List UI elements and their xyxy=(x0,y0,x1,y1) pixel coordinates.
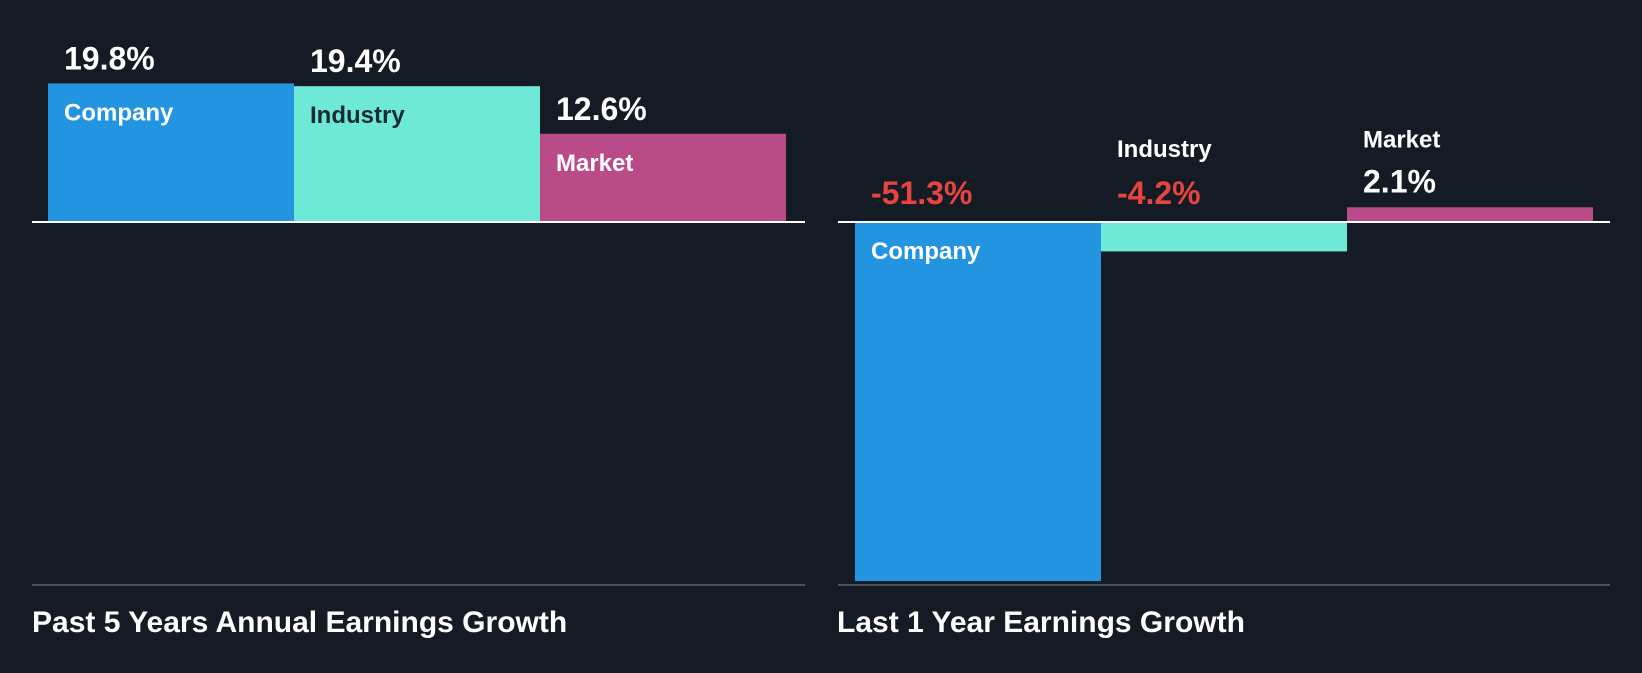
bar-industry-5y xyxy=(294,86,540,222)
category-label-industry-1y: Industry xyxy=(1117,136,1212,163)
chart-title-5y: Past 5 Years Annual Earnings Growth xyxy=(32,606,568,639)
value-label-market-5y: 12.6% xyxy=(556,91,647,127)
value-label-industry-1y: -4.2% xyxy=(1117,175,1201,211)
value-label-market-1y: 2.1% xyxy=(1363,163,1436,199)
value-label-company-5y: 19.8% xyxy=(64,40,155,76)
category-label-industry-5y: Industry xyxy=(310,102,405,129)
value-label-company-1y: -51.3% xyxy=(871,175,972,211)
chart-title-1y: Last 1 Year Earnings Growth xyxy=(837,606,1245,639)
bar-market-1y xyxy=(1347,207,1593,222)
value-label-industry-5y: 19.4% xyxy=(310,43,401,79)
bar-company-5y xyxy=(48,83,294,223)
bar-industry-1y xyxy=(1101,222,1347,252)
bar-company-1y xyxy=(855,222,1101,582)
category-label-company-5y: Company xyxy=(64,99,174,126)
category-label-company-1y: Company xyxy=(871,238,981,265)
category-label-market-1y: Market xyxy=(1363,126,1440,153)
bar-market-5y xyxy=(540,133,786,222)
category-label-market-5y: Market xyxy=(556,150,633,177)
